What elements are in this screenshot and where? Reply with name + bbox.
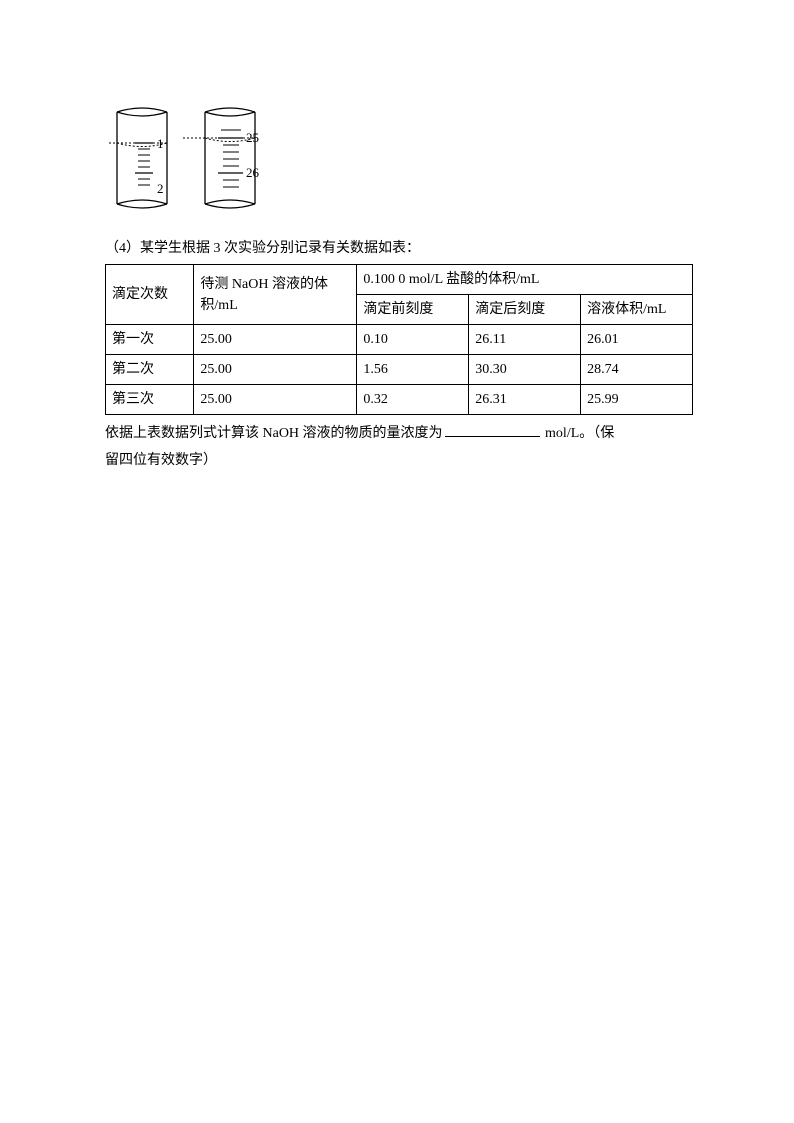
data-table: 滴定次数 待测 NaOH 溶液的体积/mL 0.100 0 mol/L 盐酸的体… [105, 264, 693, 415]
cell-trial: 第三次 [106, 385, 194, 415]
cell-after: 26.31 [469, 385, 581, 415]
table-row: 第二次 25.00 1.56 30.30 28.74 [106, 355, 693, 385]
conclusion-unit: mol/L。（保 [542, 426, 615, 441]
th-used: 溶液体积/mL [581, 295, 693, 325]
left-bottom-label: 2 [157, 181, 164, 196]
question4-intro: （4）某学生根据 3 次实验分别记录有关数据如表： [105, 238, 699, 260]
cell-before: 0.10 [357, 325, 469, 355]
cell-used: 28.74 [581, 355, 693, 385]
cell-before: 1.56 [357, 355, 469, 385]
cell-used: 25.99 [581, 385, 693, 415]
th-after: 滴定后刻度 [469, 295, 581, 325]
cell-trial: 第二次 [106, 355, 194, 385]
th-before: 滴定前刻度 [357, 295, 469, 325]
left-top-label: 1 [157, 136, 164, 151]
th-hcl-vol: 0.100 0 mol/L 盐酸的体积/mL [357, 265, 693, 295]
cell-after: 26.11 [469, 325, 581, 355]
cell-vol: 25.00 [194, 355, 357, 385]
cell-vol: 25.00 [194, 325, 357, 355]
cell-trial: 第一次 [106, 325, 194, 355]
conclusion-before: 依据上表数据列式计算该 NaOH 溶液的物质的量浓度为 [105, 426, 443, 441]
cell-before: 0.32 [357, 385, 469, 415]
cell-used: 26.01 [581, 325, 693, 355]
right-top-label: 25 [246, 130, 259, 145]
answer-blank[interactable] [445, 422, 540, 437]
th-naoh-vol: 待测 NaOH 溶液的体积/mL [194, 265, 357, 325]
table-header-row: 滴定次数 待测 NaOH 溶液的体积/mL 0.100 0 mol/L 盐酸的体… [106, 265, 693, 295]
cell-vol: 25.00 [194, 385, 357, 415]
burette-diagram: 1 2 [105, 100, 699, 220]
table-row: 第一次 25.00 0.10 26.11 26.01 [106, 325, 693, 355]
table-row: 第三次 25.00 0.32 26.31 25.99 [106, 385, 693, 415]
conclusion-line2: 留四位有效数字） [105, 453, 217, 468]
conclusion-text: 依据上表数据列式计算该 NaOH 溶液的物质的量浓度为 mol/L。（保 留四位… [105, 421, 699, 474]
right-bottom-label: 26 [246, 165, 260, 180]
cell-after: 30.30 [469, 355, 581, 385]
th-trial: 滴定次数 [106, 265, 194, 325]
